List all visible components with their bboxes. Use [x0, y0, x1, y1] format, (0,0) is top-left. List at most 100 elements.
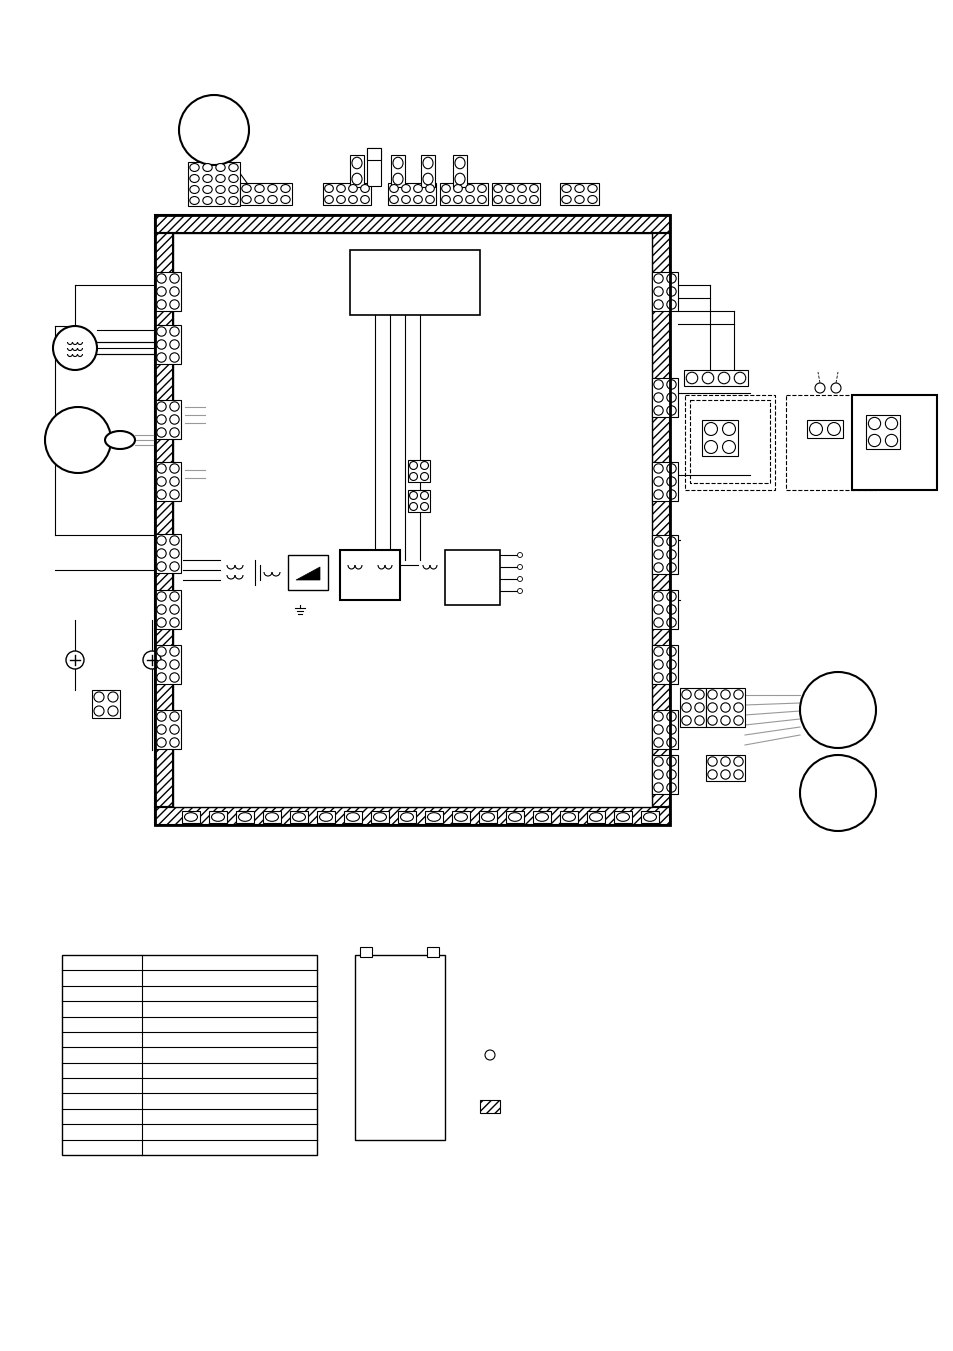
- Ellipse shape: [170, 725, 179, 734]
- Ellipse shape: [681, 703, 691, 712]
- Ellipse shape: [156, 401, 166, 411]
- Bar: [182, 811, 200, 823]
- Ellipse shape: [707, 716, 717, 725]
- Ellipse shape: [666, 380, 676, 389]
- Ellipse shape: [420, 473, 428, 481]
- Ellipse shape: [229, 185, 238, 193]
- Ellipse shape: [721, 440, 735, 454]
- Ellipse shape: [867, 435, 880, 447]
- Ellipse shape: [156, 562, 166, 571]
- Ellipse shape: [348, 196, 357, 204]
- Circle shape: [830, 382, 841, 393]
- Bar: [154, 326, 181, 363]
- Polygon shape: [295, 567, 319, 580]
- Bar: [154, 644, 181, 684]
- Ellipse shape: [826, 423, 840, 435]
- Ellipse shape: [203, 196, 212, 204]
- Ellipse shape: [156, 428, 166, 438]
- Bar: [188, 162, 240, 205]
- Ellipse shape: [170, 673, 179, 682]
- Ellipse shape: [666, 592, 676, 601]
- Ellipse shape: [190, 163, 199, 172]
- Ellipse shape: [734, 373, 745, 384]
- Ellipse shape: [156, 725, 166, 734]
- Ellipse shape: [694, 690, 703, 700]
- Circle shape: [517, 589, 522, 593]
- Ellipse shape: [156, 477, 166, 486]
- Ellipse shape: [108, 692, 118, 703]
- Ellipse shape: [643, 813, 656, 821]
- Ellipse shape: [409, 462, 417, 469]
- Ellipse shape: [229, 174, 238, 182]
- Ellipse shape: [170, 401, 179, 411]
- Ellipse shape: [653, 770, 662, 780]
- Bar: [323, 182, 371, 205]
- Ellipse shape: [336, 185, 345, 192]
- Ellipse shape: [653, 738, 662, 747]
- Ellipse shape: [409, 503, 417, 511]
- Ellipse shape: [170, 659, 179, 669]
- Ellipse shape: [666, 605, 676, 615]
- Ellipse shape: [666, 490, 676, 499]
- Ellipse shape: [401, 196, 410, 204]
- Ellipse shape: [653, 617, 662, 627]
- Ellipse shape: [666, 405, 676, 415]
- Ellipse shape: [268, 185, 277, 192]
- Ellipse shape: [493, 185, 502, 192]
- Circle shape: [484, 1050, 495, 1061]
- Ellipse shape: [561, 196, 571, 204]
- Ellipse shape: [505, 196, 514, 204]
- Ellipse shape: [156, 415, 166, 424]
- Bar: [62, 955, 316, 1155]
- Bar: [586, 811, 604, 823]
- Ellipse shape: [156, 536, 166, 546]
- Bar: [806, 420, 842, 438]
- Bar: [452, 811, 470, 823]
- Bar: [154, 400, 181, 439]
- Ellipse shape: [454, 813, 467, 821]
- Ellipse shape: [156, 647, 166, 657]
- Ellipse shape: [414, 196, 422, 204]
- Ellipse shape: [666, 550, 676, 559]
- Ellipse shape: [666, 757, 676, 766]
- Ellipse shape: [336, 196, 345, 204]
- Ellipse shape: [867, 417, 880, 430]
- Circle shape: [53, 326, 97, 370]
- Bar: [391, 155, 405, 186]
- Ellipse shape: [720, 690, 729, 700]
- Ellipse shape: [720, 703, 729, 712]
- Ellipse shape: [653, 536, 662, 546]
- Ellipse shape: [681, 690, 691, 700]
- Ellipse shape: [393, 173, 402, 185]
- Ellipse shape: [465, 196, 474, 204]
- Bar: [851, 394, 936, 490]
- Ellipse shape: [170, 477, 179, 486]
- Ellipse shape: [156, 738, 166, 747]
- Ellipse shape: [425, 196, 434, 204]
- Ellipse shape: [666, 712, 676, 721]
- Bar: [240, 182, 292, 205]
- Ellipse shape: [170, 415, 179, 424]
- Circle shape: [45, 407, 111, 473]
- Ellipse shape: [229, 163, 238, 172]
- Ellipse shape: [477, 185, 486, 192]
- Ellipse shape: [170, 605, 179, 615]
- Bar: [288, 555, 328, 590]
- Ellipse shape: [653, 405, 662, 415]
- Ellipse shape: [666, 300, 676, 309]
- Bar: [154, 807, 669, 825]
- Ellipse shape: [720, 716, 729, 725]
- Ellipse shape: [348, 185, 357, 192]
- Bar: [851, 394, 936, 490]
- Ellipse shape: [616, 813, 629, 821]
- Ellipse shape: [156, 712, 166, 721]
- Bar: [559, 182, 598, 205]
- Ellipse shape: [319, 813, 333, 821]
- Bar: [439, 182, 488, 205]
- Ellipse shape: [324, 185, 333, 192]
- Ellipse shape: [685, 373, 697, 384]
- Ellipse shape: [707, 703, 717, 712]
- Ellipse shape: [884, 435, 897, 447]
- Ellipse shape: [170, 592, 179, 601]
- Ellipse shape: [587, 185, 597, 192]
